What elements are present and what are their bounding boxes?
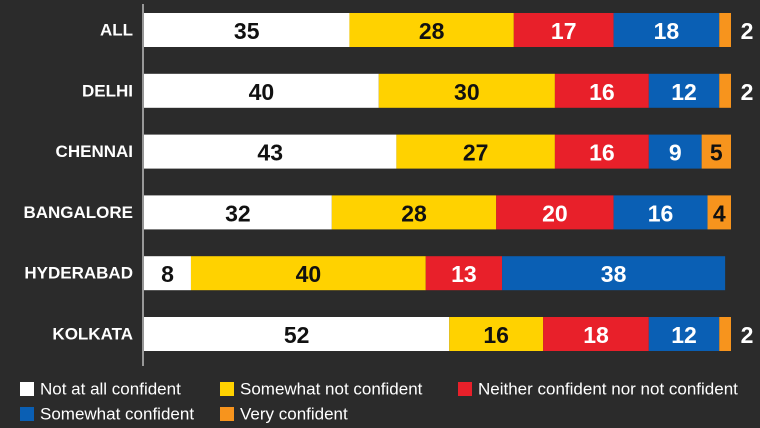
- bar-segment: [543, 317, 649, 351]
- legend-label: Somewhat confident: [40, 405, 194, 424]
- bar-segment: [513, 13, 614, 47]
- bar-segment: [648, 134, 702, 169]
- bar-segment: [613, 13, 720, 47]
- value-label: 20: [542, 200, 568, 226]
- legend-label: Not at all confident: [40, 380, 181, 399]
- value-label: 16: [589, 79, 615, 105]
- value-label: 13: [451, 261, 477, 287]
- value-label: 52: [284, 322, 310, 348]
- bar-segment: [449, 317, 544, 351]
- value-label: 16: [648, 200, 674, 226]
- value-label: 16: [483, 322, 509, 348]
- bar-segment: [502, 256, 726, 291]
- category-label: DELHI: [82, 81, 133, 100]
- category-label: ALL: [100, 21, 133, 40]
- value-label: 16: [589, 140, 615, 166]
- value-label: 12: [671, 79, 697, 105]
- value-label: 30: [454, 79, 480, 105]
- bar-segment: [648, 317, 720, 351]
- category-label: CHENNAI: [56, 142, 133, 161]
- legend-swatch: [20, 382, 34, 396]
- legend-label: Somewhat not confident: [240, 380, 423, 399]
- bar-segment: [144, 13, 350, 47]
- bar-segment: [331, 195, 497, 230]
- bar-segment: [719, 13, 731, 47]
- value-label: 2: [741, 18, 754, 44]
- bar-segment: [719, 317, 731, 351]
- value-label: 40: [249, 79, 275, 105]
- legend-swatch: [220, 407, 234, 421]
- legend-swatch: [20, 407, 34, 421]
- value-label: 12: [671, 322, 697, 348]
- bar-segment: [707, 195, 731, 230]
- value-label: 5: [710, 140, 723, 166]
- value-label: 18: [583, 322, 609, 348]
- bar-segment: [144, 195, 332, 230]
- value-label: 43: [257, 140, 283, 166]
- value-label: 18: [654, 18, 680, 44]
- value-label: 35: [234, 18, 260, 44]
- value-label: 27: [463, 140, 489, 166]
- bar-segment: [496, 195, 614, 230]
- bar-segment: [144, 317, 450, 351]
- category-label: KOLKATA: [52, 325, 133, 344]
- bar-segment: [144, 134, 397, 169]
- legend-label: Neither confident nor not confident: [478, 380, 738, 399]
- bar-segment: [554, 134, 649, 169]
- bar-segment: [425, 256, 503, 291]
- bar-segment: [144, 256, 191, 291]
- bar-segment: [613, 195, 708, 230]
- bar-segment: [396, 134, 555, 169]
- legend-swatch: [458, 382, 472, 396]
- value-label: 2: [741, 79, 754, 105]
- value-label: 28: [401, 200, 427, 226]
- legend-label: Very confident: [240, 405, 348, 424]
- bar-segment: [648, 73, 720, 108]
- value-label: 4: [713, 200, 726, 226]
- bar-segment: [554, 73, 649, 108]
- bar-segment: [349, 13, 514, 47]
- value-label: 8: [161, 261, 174, 287]
- legend-swatch: [220, 382, 234, 396]
- value-label: 2: [741, 322, 754, 348]
- value-label: 38: [601, 261, 627, 287]
- bar-segment: [190, 256, 426, 291]
- value-label: 40: [296, 261, 322, 287]
- bar-segment: [144, 73, 379, 108]
- value-label: 17: [551, 18, 577, 44]
- category-label: BANGALORE: [23, 203, 133, 222]
- bar-segment: [701, 134, 731, 169]
- bar-segment: [719, 73, 731, 108]
- bar-segment: [378, 73, 555, 108]
- value-label: 28: [419, 18, 445, 44]
- category-label: HYDERABAD: [24, 264, 133, 283]
- value-label: 9: [669, 140, 682, 166]
- value-label: 32: [225, 200, 251, 226]
